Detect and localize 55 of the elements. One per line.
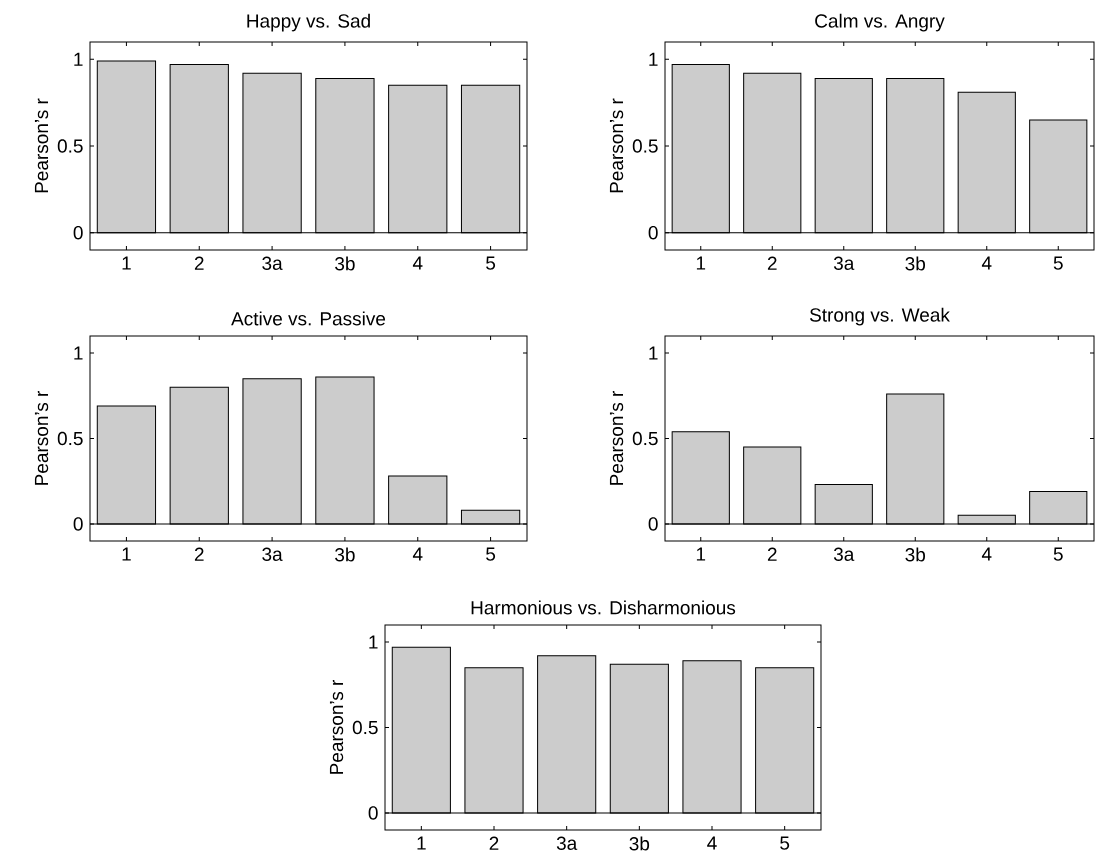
- y-tick-label: 0: [648, 225, 658, 240]
- y-tick-label: 0.5: [57, 139, 83, 153]
- y-tick-label: 1: [369, 635, 378, 649]
- x-tick-label: 2: [194, 547, 204, 561]
- y-tick-label: 1: [74, 346, 83, 360]
- x-tick-label: 3b: [905, 256, 926, 271]
- chart-title: Calm vs. Angry: [815, 13, 945, 32]
- x-tick-label: 3a: [262, 256, 283, 270]
- y-tick-label: 0: [648, 517, 658, 531]
- x-tick-label: 3a: [833, 256, 855, 270]
- x-tick-label: 2: [489, 836, 499, 850]
- x-tick-label: 3b: [629, 836, 650, 851]
- y-tick-label: 0: [73, 225, 83, 240]
- chart-title: Active vs. Passive: [231, 311, 386, 326]
- x-tick-label: 1: [696, 256, 706, 270]
- x-tick-label: 5: [486, 547, 496, 561]
- x-tick-label: 2: [767, 256, 777, 270]
- x-tick-label: 5: [1053, 256, 1063, 270]
- y-tick-label: 1: [649, 52, 658, 66]
- y-tick-label: 1: [74, 52, 83, 66]
- x-tick-label: 2: [767, 547, 777, 561]
- y-tick-label: 0: [368, 806, 378, 820]
- y-tick-label: 0: [73, 517, 83, 531]
- x-tick-label: 3a: [833, 547, 855, 561]
- x-tick-label: 3a: [262, 547, 283, 561]
- x-tick-label: 3a: [556, 836, 578, 850]
- x-tick-label: 1: [122, 256, 131, 270]
- x-tick-label: 2: [194, 256, 204, 270]
- y-axis-title: Pearson’s r: [609, 390, 624, 485]
- chart-title: Harmonious vs. Disharmonious: [471, 600, 736, 615]
- x-tick-label: 4: [981, 547, 992, 561]
- x-tick-label: 4: [707, 836, 717, 850]
- chart-title: Happy vs. Sad: [247, 13, 370, 32]
- y-axis-title: Pearson’s r: [34, 98, 49, 193]
- x-tick-label: 3b: [335, 547, 355, 562]
- x-tick-label: 1: [122, 547, 131, 561]
- x-tick-label: 5: [780, 836, 790, 850]
- y-axis-title: Pearson’s r: [34, 390, 49, 485]
- y-tick-label: 0.5: [352, 720, 378, 735]
- y-tick-label: 0.5: [57, 431, 83, 446]
- x-tick-label: 5: [1053, 547, 1063, 561]
- x-tick-label: 3b: [335, 256, 355, 271]
- x-tick-label: 3b: [905, 547, 926, 562]
- x-tick-label: 1: [696, 547, 706, 561]
- x-tick-label: 4: [412, 256, 423, 270]
- x-tick-label: 1: [417, 836, 426, 850]
- y-axis-title: Pearson’s r: [609, 98, 624, 193]
- y-tick-label: 0.5: [632, 431, 658, 446]
- x-tick-label: 4: [412, 547, 423, 561]
- y-tick-label: 1: [649, 346, 658, 360]
- y-tick-label: 0.5: [632, 139, 658, 153]
- y-axis-title: Pearson’s r: [329, 679, 344, 774]
- chart-title: Strong vs. Weak: [809, 307, 950, 326]
- x-tick-label: 4: [981, 256, 992, 270]
- x-tick-label: 5: [486, 256, 496, 270]
